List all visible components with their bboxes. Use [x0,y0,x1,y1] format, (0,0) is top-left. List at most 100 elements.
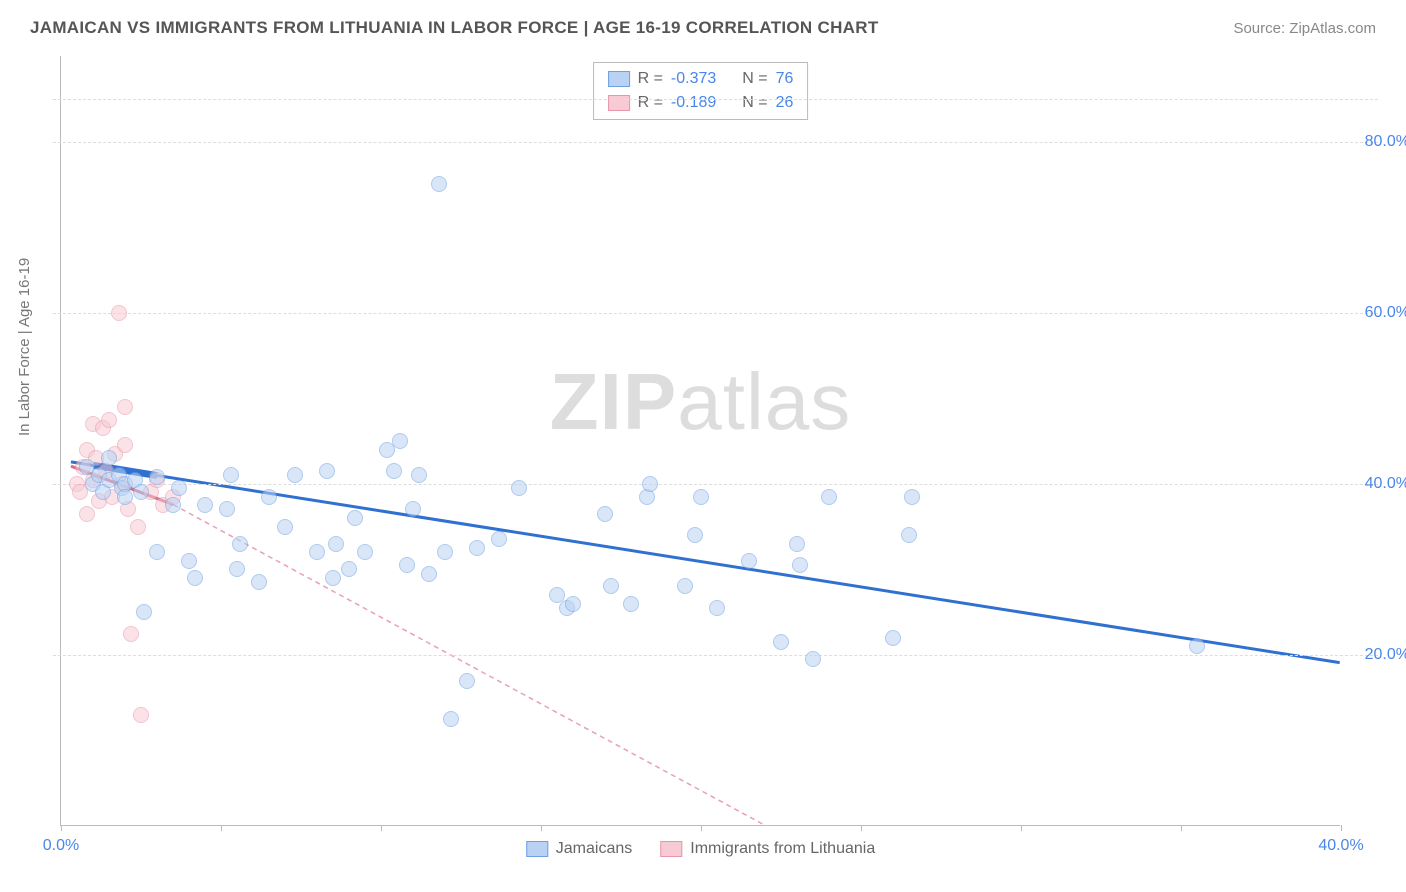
point-jamaicans [341,561,357,577]
point-jamaicans [511,480,527,496]
point-jamaicans [491,531,507,547]
point-jamaicans [101,450,117,466]
point-lithuania [79,506,95,522]
point-jamaicans [149,469,165,485]
point-jamaicans [277,519,293,535]
point-jamaicans [405,501,421,517]
point-jamaicans [904,489,920,505]
point-jamaicans [232,536,248,552]
legend-label: Jamaicans [556,840,632,858]
x-tick-label: 0.0% [43,837,79,855]
point-jamaicans [386,463,402,479]
x-tick [61,825,62,831]
legend-stat-row: R = -0.373 N = 76 [608,67,794,91]
point-jamaicans [357,544,373,560]
legend-n-label: N = [742,67,767,91]
point-jamaicans [197,497,213,513]
chart-container: In Labor Force | Age 16-19 ZIPatlas R =-… [48,56,1378,836]
point-jamaicans [229,561,245,577]
point-jamaicans [693,489,709,505]
point-jamaicans [325,570,341,586]
legend-n-value: 76 [776,67,794,91]
y-axis-label: In Labor Force | Age 16-19 [16,258,33,436]
legend-swatch [660,841,682,857]
y-tick-label: 20.0% [1365,646,1406,664]
point-jamaicans [136,604,152,620]
point-jamaicans [187,570,203,586]
plot-area: ZIPatlas R =-0.373N =76R =-0.189N =26 Ja… [60,56,1340,826]
point-jamaicans [117,489,133,505]
point-lithuania [130,519,146,535]
point-jamaicans [741,553,757,569]
point-lithuania [117,399,133,415]
legend-swatch [608,95,630,111]
point-jamaicans [223,467,239,483]
legend-item-lithuania: Immigrants from Lithuania [660,840,875,858]
point-jamaicans [431,176,447,192]
y-tick-label: 40.0% [1365,475,1406,493]
legend-stats-box: R =-0.373N =76R =-0.189N =26 [593,62,809,120]
x-tick [541,825,542,831]
point-jamaicans [709,600,725,616]
point-jamaicans [821,489,837,505]
point-jamaicans [469,540,485,556]
legend-r-value: -0.373 [671,67,716,91]
point-lithuania [101,412,117,428]
point-lithuania [133,707,149,723]
legend-r-value: -0.189 [671,91,716,115]
y-tick-label: 80.0% [1365,133,1406,151]
point-jamaicans [792,557,808,573]
point-jamaicans [687,527,703,543]
point-jamaicans [437,544,453,560]
source-label: Source: ZipAtlas.com [1233,20,1376,37]
point-jamaicans [623,596,639,612]
point-jamaicans [392,433,408,449]
grid-line [53,313,1378,314]
point-jamaicans [677,578,693,594]
legend-label: Immigrants from Lithuania [690,840,875,858]
point-jamaicans [149,544,165,560]
trend-lines [61,56,1340,825]
point-jamaicans [885,630,901,646]
legend-bottom: Jamaicans Immigrants from Lithuania [526,840,875,858]
point-jamaicans [901,527,917,543]
point-jamaicans [805,651,821,667]
x-tick [1021,825,1022,831]
point-jamaicans [459,673,475,689]
point-jamaicans [181,553,197,569]
point-jamaicans [251,574,267,590]
legend-r-label: R = [638,67,663,91]
legend-swatch [608,71,630,87]
point-lithuania [117,437,133,453]
x-tick [1341,825,1342,831]
legend-stat-row: R =-0.189N =26 [608,91,794,115]
legend-item-jamaicans: Jamaicans [526,840,632,858]
point-jamaicans [399,557,415,573]
point-jamaicans [1189,638,1205,654]
y-tick-label: 60.0% [1365,304,1406,322]
point-jamaicans [219,501,235,517]
x-tick [861,825,862,831]
legend-r-label: R = [638,91,663,115]
grid-line [53,484,1378,485]
legend-n-label: N = [742,91,767,115]
chart-title: JAMAICAN VS IMMIGRANTS FROM LITHUANIA IN… [30,18,879,38]
point-lithuania [123,626,139,642]
point-jamaicans [309,544,325,560]
point-jamaicans [287,467,303,483]
x-tick [1181,825,1182,831]
point-jamaicans [642,476,658,492]
point-jamaicans [165,497,181,513]
point-jamaicans [328,536,344,552]
point-jamaicans [347,510,363,526]
point-jamaicans [603,578,619,594]
point-jamaicans [133,484,149,500]
point-jamaicans [597,506,613,522]
point-jamaicans [421,566,437,582]
grid-line [53,655,1378,656]
point-jamaicans [411,467,427,483]
point-jamaicans [565,596,581,612]
grid-line [53,142,1378,143]
point-jamaicans [319,463,335,479]
point-jamaicans [171,480,187,496]
